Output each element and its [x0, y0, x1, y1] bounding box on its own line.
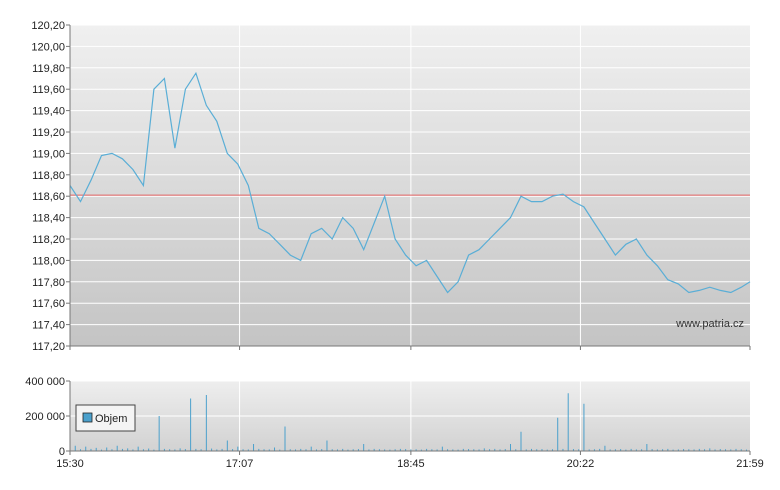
price-vertical-gridlines — [239, 25, 581, 346]
price-panel: 120,20 120,00 119,80 119,60 119,40 119,20 119,… — [31, 20, 751, 353]
price-y-tick-label: 119,00 — [32, 148, 65, 160]
price-y-tick-label: 118,60 — [32, 191, 65, 203]
price-plot-background — [70, 25, 750, 346]
x-tick-label: 21:59 — [736, 458, 764, 470]
watermark: www.patria.cz — [675, 318, 744, 330]
price-y-tick-label: 119,80 — [32, 63, 65, 75]
price-y-tick-label: 118,20 — [32, 234, 65, 246]
price-gridlines — [70, 24, 750, 347]
x-tick-label: 17:07 — [226, 458, 254, 470]
x-axis: 15:30 17:07 18:45 20:22 21:59 — [56, 346, 764, 470]
price-y-tick-label: 119,20 — [32, 127, 65, 139]
legend-swatch — [82, 412, 93, 423]
price-y-axis: 120,20 120,00 119,80 119,60 119,40 119,20 119,… — [31, 20, 70, 353]
volume-panel: 400 000 200 000 0 Objem — [25, 376, 750, 458]
legend-label: Objem — [95, 413, 127, 425]
x-tick-label: 15:30 — [56, 458, 84, 470]
volume-y-tick-label: 400 000 — [25, 376, 65, 388]
price-y-tick-label: 119,60 — [32, 84, 65, 96]
price-y-tick-label: 120,00 — [31, 41, 65, 53]
legend: Objem — [75, 404, 136, 432]
volume-y-tick-label: 0 — [59, 446, 65, 458]
price-y-tick-label: 117,60 — [32, 298, 65, 310]
x-tick-label: 20:22 — [567, 458, 595, 470]
price-y-tick-label: 118,80 — [32, 170, 65, 182]
x-tick-label: 18:45 — [397, 458, 425, 470]
price-series-line — [69, 71, 751, 294]
price-y-tick-label: 117,80 — [32, 277, 65, 289]
price-y-tick-label: 120,20 — [31, 20, 65, 32]
price-y-tick-label: 118,00 — [32, 255, 65, 267]
price-y-tick-label: 117,20 — [32, 341, 65, 353]
price-y-tick-label: 118,40 — [32, 213, 65, 225]
volume-y-tick-label: 200 000 — [25, 411, 65, 423]
price-y-tick-label: 119,40 — [32, 106, 65, 118]
price-y-tick-label: 117,40 — [32, 320, 65, 332]
volume-vertical-gridlines — [239, 381, 581, 451]
volume-y-axis: 400 000 200 000 0 — [25, 376, 70, 458]
